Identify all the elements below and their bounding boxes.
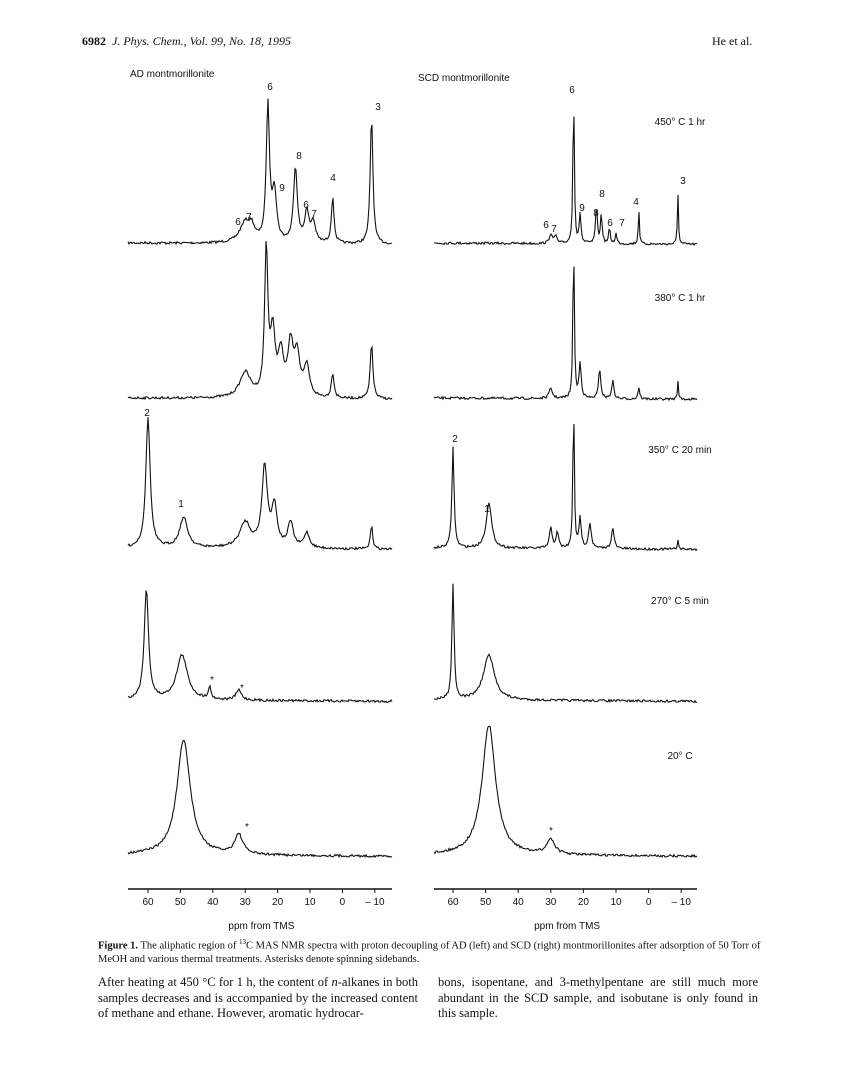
condition-label: 350° C 20 min bbox=[648, 445, 711, 456]
caption-text: C MAS NMR spectra with proton decoupling… bbox=[98, 940, 761, 965]
tick-label: 10 bbox=[610, 897, 622, 908]
peak-label: 7 bbox=[246, 212, 252, 223]
axis-label: ppm from TMS bbox=[228, 921, 294, 932]
caption-sup: 13 bbox=[239, 938, 247, 946]
peak-label: 1 bbox=[178, 499, 184, 510]
header: 6982 J. Phys. Chem., Vol. 99, No. 18, 19… bbox=[82, 34, 291, 49]
peak-label: 6 bbox=[607, 218, 613, 229]
peak-label: 3 bbox=[680, 176, 686, 187]
peak-label: 7 bbox=[311, 209, 317, 220]
tick-label: – 10 bbox=[365, 897, 385, 908]
peak-label: 6 bbox=[569, 85, 575, 96]
spectrum bbox=[433, 583, 698, 704]
peak-label: 7 bbox=[551, 224, 557, 235]
caption-label: Figure 1. bbox=[98, 940, 139, 952]
body-text: After heating at 450 °C for 1 h, the con… bbox=[98, 975, 332, 989]
peak-label: 9 bbox=[279, 183, 285, 194]
peak-label: 3 bbox=[375, 102, 381, 113]
tick-label: 60 bbox=[447, 897, 459, 908]
caption: Figure 1. The aliphatic region of 13C MA… bbox=[98, 936, 763, 966]
peak-label: 6 bbox=[543, 220, 549, 231]
peak-label: 9 bbox=[579, 203, 585, 214]
spectrum bbox=[127, 241, 393, 401]
peak-label: * bbox=[245, 822, 249, 833]
condition-label: 380° C 1 hr bbox=[655, 293, 706, 304]
journal: J. Phys. Chem., Vol. 99, No. 18, 1995 bbox=[112, 34, 291, 48]
spectrum bbox=[433, 266, 698, 402]
tick-label: 50 bbox=[175, 897, 187, 908]
peak-label: 1 bbox=[484, 504, 490, 515]
peak-label: 6 bbox=[303, 200, 309, 211]
authors: He et al. bbox=[712, 34, 753, 48]
peak-label: 7 bbox=[619, 218, 625, 229]
peak-label: 4 bbox=[633, 197, 639, 208]
peak-label: 8 bbox=[599, 189, 605, 200]
spectrum bbox=[433, 116, 698, 246]
body-column: bons, isopentane, and 3-methylpentane ar… bbox=[438, 975, 758, 1020]
peak-label: 6 bbox=[267, 82, 273, 93]
tick-label: 60 bbox=[142, 897, 154, 908]
peak-label: 8 bbox=[593, 208, 599, 219]
tick-label: 40 bbox=[207, 897, 219, 908]
peak-label: * bbox=[549, 826, 553, 837]
spectrum bbox=[127, 739, 393, 859]
peak-label: 2 bbox=[144, 408, 150, 419]
peak-label: 8 bbox=[296, 151, 302, 162]
axis-label: ppm from TMS bbox=[534, 921, 600, 932]
spectrum bbox=[127, 417, 393, 551]
body-italic: n bbox=[331, 975, 338, 989]
figure: 450° C 1 hr 380° C 1 hr 350° C 20 min 270° … bbox=[127, 69, 712, 932]
peak-label: * bbox=[240, 683, 244, 694]
tick-label: 20 bbox=[578, 897, 590, 908]
tick-label: 30 bbox=[545, 897, 557, 908]
spectrum bbox=[127, 590, 393, 704]
condition-label: 270° C 5 min bbox=[651, 596, 709, 607]
condition-label: 20° C bbox=[667, 751, 692, 762]
panel-title: SCD montmorillonite bbox=[418, 73, 510, 84]
spectrum bbox=[127, 98, 393, 246]
tick-label: 0 bbox=[646, 897, 652, 908]
peak-label: 4 bbox=[330, 173, 336, 184]
tick-label: 0 bbox=[340, 897, 346, 908]
condition-label: 450° C 1 hr bbox=[655, 117, 706, 128]
body-text: -alkanes in both samples decreases and i… bbox=[98, 975, 419, 1020]
body-column: After heating at 450 °C for 1 h, the con… bbox=[98, 975, 418, 1022]
panel-title: AD montmorillonite bbox=[130, 69, 215, 80]
peak-label: 2 bbox=[452, 434, 458, 445]
peak-label: * bbox=[210, 675, 214, 686]
peak-label: 6 bbox=[235, 217, 241, 228]
page-number: 6982 bbox=[82, 34, 106, 48]
spectrum bbox=[433, 725, 698, 858]
tick-label: 30 bbox=[240, 897, 252, 908]
spectrum bbox=[433, 423, 698, 552]
tick-label: – 10 bbox=[671, 897, 691, 908]
tick-label: 20 bbox=[272, 897, 284, 908]
tick-label: 40 bbox=[513, 897, 525, 908]
tick-label: 50 bbox=[480, 897, 492, 908]
caption-text: The aliphatic region of bbox=[140, 940, 240, 952]
tick-label: 10 bbox=[304, 897, 316, 908]
